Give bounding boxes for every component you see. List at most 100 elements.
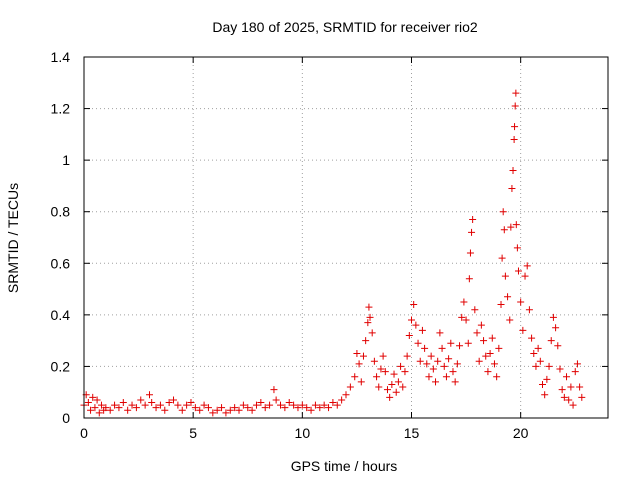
data-point: [270, 386, 278, 394]
data-point: [106, 406, 114, 414]
data-point: [412, 321, 420, 329]
data-point: [137, 396, 145, 404]
data-point: [390, 370, 398, 378]
data-point: [436, 329, 444, 337]
data-point: [525, 306, 533, 314]
data-point: [115, 404, 123, 412]
data-point: [510, 136, 518, 144]
data-point: [488, 334, 496, 342]
data-point: [196, 406, 204, 414]
data-point: [218, 404, 226, 412]
data-point: [514, 267, 522, 275]
data-point: [464, 339, 472, 347]
data-point: [152, 404, 160, 412]
data-point: [329, 399, 337, 407]
data-point: [427, 352, 435, 360]
data-point: [545, 362, 553, 370]
data-point: [477, 321, 485, 329]
data-point: [281, 404, 289, 412]
data-point: [365, 303, 373, 311]
data-point: [252, 401, 260, 409]
data-point: [556, 365, 564, 373]
data-point: [410, 301, 418, 309]
data-point: [213, 406, 221, 414]
data-point: [257, 399, 265, 407]
data-point: [451, 378, 459, 386]
data-point: [128, 401, 136, 409]
data-point: [547, 337, 555, 345]
data-point: [342, 391, 350, 399]
data-point: [500, 226, 508, 234]
y-tick-label: 0.8: [51, 204, 71, 220]
data-point: [442, 373, 450, 381]
data-point: [495, 344, 503, 352]
data-point: [554, 342, 562, 350]
data-point: [261, 404, 269, 412]
y-tick-label: 1.2: [51, 101, 71, 117]
data-point: [381, 368, 389, 376]
data-point: [359, 352, 367, 360]
data-point: [285, 399, 293, 407]
data-point: [416, 357, 424, 365]
data-point: [178, 406, 186, 414]
data-point: [200, 401, 208, 409]
data-point: [375, 383, 383, 391]
axis-ticks: 0 5 10 15 20 0 0.2 0.4 0.6 0.8 1 1.2 1.4: [51, 49, 608, 441]
data-point: [333, 401, 341, 409]
data-point: [311, 401, 319, 409]
data-point: [501, 272, 509, 280]
data-point: [366, 313, 374, 321]
data-point: [569, 401, 577, 409]
data-point: [552, 324, 560, 332]
data-point: [368, 329, 376, 337]
data-point: [377, 365, 385, 373]
plot-frame: [83, 56, 609, 419]
data-point: [408, 316, 415, 324]
data-point: [414, 339, 422, 347]
data-point: [239, 401, 247, 409]
data-point: [563, 373, 571, 381]
data-point: [482, 352, 490, 360]
data-point: [290, 401, 298, 409]
data-point: [91, 404, 99, 412]
y-tick-label: 0.4: [51, 307, 71, 323]
data-point: [493, 373, 501, 381]
data-point: [565, 396, 573, 404]
data-point: [471, 306, 479, 314]
data-point: [484, 368, 492, 376]
data-point: [392, 388, 400, 396]
x-tick-label: 5: [189, 425, 197, 441]
data-point: [111, 401, 119, 409]
data-point: [174, 401, 182, 409]
data-point: [165, 399, 173, 407]
data-point: [388, 380, 396, 388]
data-point: [383, 386, 391, 394]
data-point: [507, 223, 515, 231]
data-point: [508, 185, 516, 193]
data-point: [438, 344, 446, 352]
data-point: [456, 342, 464, 350]
data-point: [357, 378, 365, 386]
data-point: [244, 404, 252, 412]
data-point: [303, 404, 311, 412]
data-point: [558, 386, 566, 394]
x-axis-label: GPS time / hours: [291, 458, 398, 474]
data-point: [445, 355, 453, 363]
grid-lines: [84, 57, 608, 418]
data-point: [519, 326, 527, 334]
data-point: [486, 350, 494, 358]
data-point: [462, 316, 470, 324]
data-point: [353, 350, 361, 358]
data-point: [571, 368, 579, 376]
data-point: [325, 404, 333, 412]
data-point: [386, 393, 394, 401]
data-point: [576, 383, 584, 391]
data-point: [320, 401, 328, 409]
data-point: [490, 360, 498, 368]
y-tick-label: 1: [62, 152, 70, 168]
data-point: [132, 404, 140, 412]
data-point: [447, 339, 455, 347]
data-point: [141, 401, 149, 409]
data-point: [523, 262, 531, 270]
